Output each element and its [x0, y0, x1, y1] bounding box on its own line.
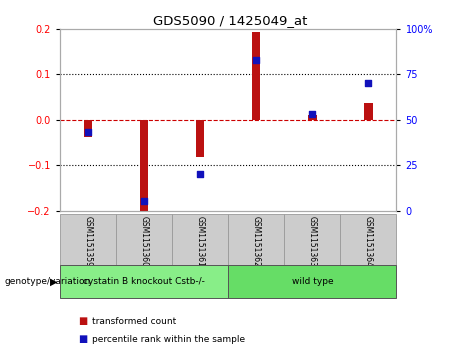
Text: GSM1151359: GSM1151359: [83, 216, 93, 267]
Text: wild type: wild type: [291, 277, 333, 286]
Text: transformed count: transformed count: [92, 317, 177, 326]
Point: [309, 111, 316, 117]
Text: GSM1151362: GSM1151362: [252, 216, 261, 266]
Point: [84, 130, 92, 135]
Bar: [60, 214, 116, 265]
Bar: [196, 120, 204, 158]
Text: genotype/variation: genotype/variation: [5, 277, 91, 286]
Bar: [364, 102, 372, 120]
Point: [253, 57, 260, 63]
Text: cystatin B knockout Cstb-/-: cystatin B knockout Cstb-/-: [83, 277, 205, 286]
Bar: [340, 214, 396, 265]
Bar: [140, 120, 148, 214]
Text: GDS5090 / 1425049_at: GDS5090 / 1425049_at: [154, 15, 307, 28]
Bar: [84, 120, 92, 137]
Bar: [116, 214, 172, 265]
Point: [196, 171, 204, 177]
Bar: [228, 214, 284, 265]
Bar: [172, 214, 228, 265]
Point: [140, 199, 148, 204]
Bar: [284, 214, 340, 265]
Text: ▶: ▶: [50, 276, 58, 286]
Text: GSM1151361: GSM1151361: [195, 216, 205, 266]
Text: GSM1151364: GSM1151364: [364, 216, 373, 267]
Bar: [228, 265, 396, 298]
Text: percentile rank within the sample: percentile rank within the sample: [92, 335, 245, 344]
Text: GSM1151363: GSM1151363: [308, 216, 317, 267]
Text: ■: ■: [78, 334, 88, 344]
Point: [365, 81, 372, 86]
Bar: [252, 32, 260, 120]
Text: GSM1151360: GSM1151360: [140, 216, 148, 267]
Text: ■: ■: [78, 316, 88, 326]
Bar: [308, 115, 317, 120]
Bar: [60, 265, 228, 298]
